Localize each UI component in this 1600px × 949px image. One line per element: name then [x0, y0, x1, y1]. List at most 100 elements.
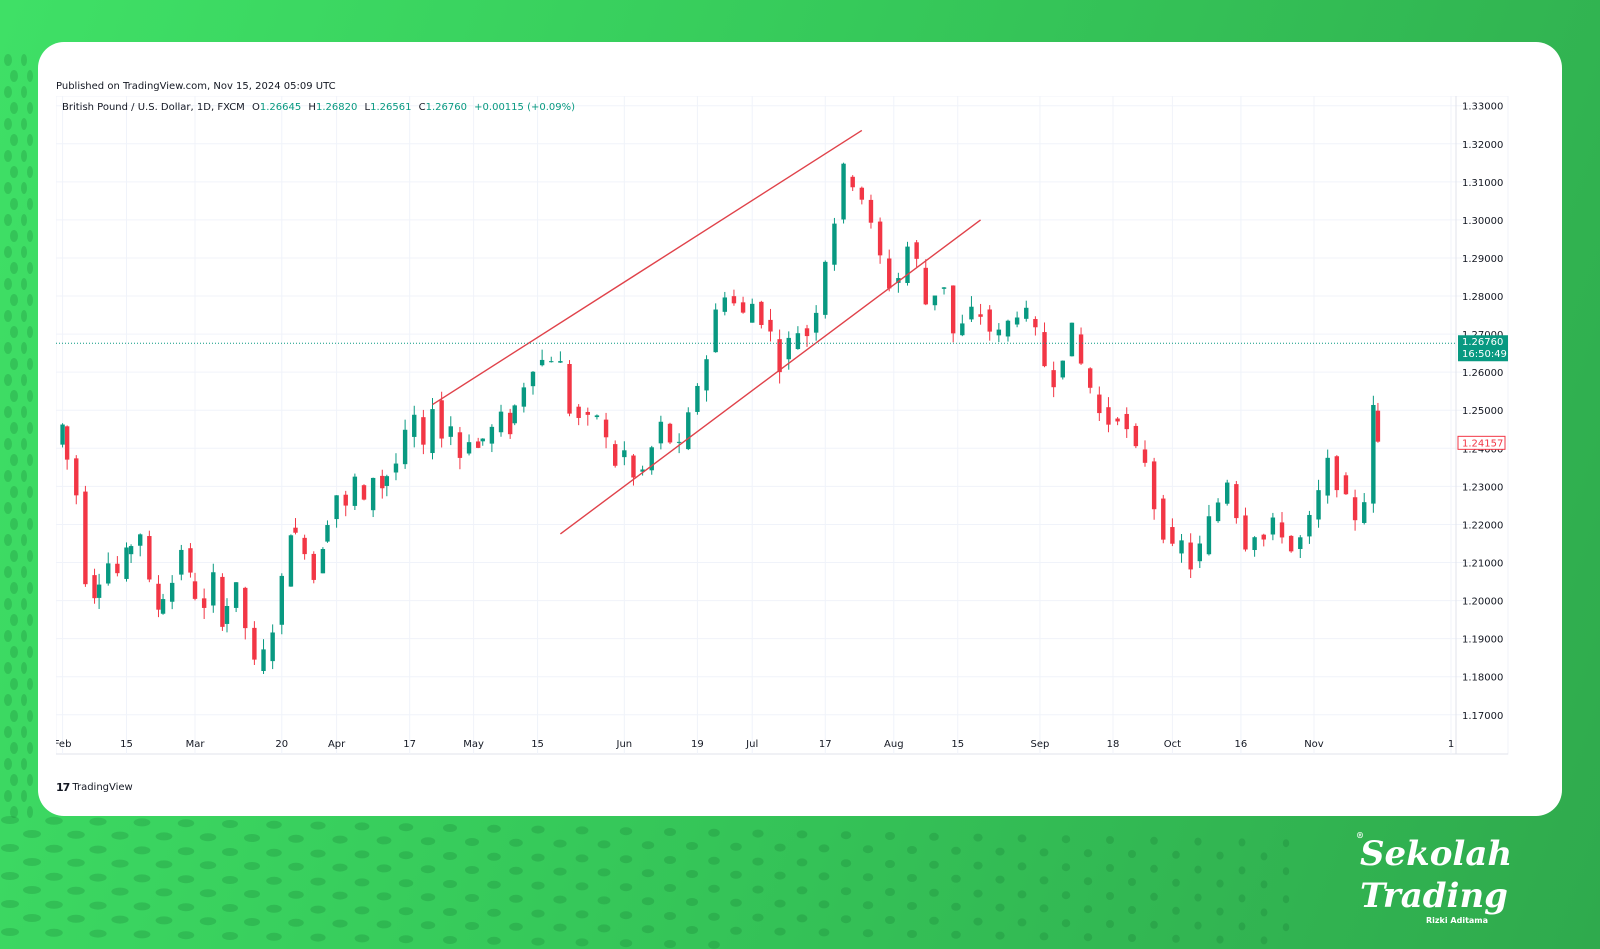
- candle-body[interactable]: [402, 429, 408, 465]
- candle-body[interactable]: [1124, 413, 1129, 430]
- candle-body[interactable]: [1206, 516, 1212, 555]
- candle-body[interactable]: [448, 426, 453, 437]
- candle-body[interactable]: [243, 587, 248, 629]
- candle-body[interactable]: [521, 387, 527, 407]
- candle-body[interactable]: [498, 411, 504, 433]
- candle-body[interactable]: [201, 598, 207, 608]
- candle-body[interactable]: [1097, 394, 1102, 414]
- candle-body[interactable]: [768, 319, 773, 332]
- candle-body[interactable]: [686, 412, 691, 450]
- candle-body[interactable]: [1078, 334, 1084, 364]
- candle-body[interactable]: [613, 444, 618, 466]
- candle-body[interactable]: [147, 536, 152, 580]
- candle-body[interactable]: [507, 412, 513, 435]
- candle-body[interactable]: [1279, 522, 1285, 538]
- candle-body[interactable]: [211, 572, 216, 606]
- candle-body[interactable]: [1316, 490, 1321, 520]
- candle-body[interactable]: [1371, 404, 1376, 504]
- candle-body[interactable]: [302, 537, 307, 555]
- channel-trendline[interactable]: [559, 219, 981, 535]
- candle-body[interactable]: [1060, 360, 1065, 378]
- candle-body[interactable]: [859, 187, 865, 200]
- candle-body[interactable]: [288, 535, 294, 587]
- candle-body[interactable]: [412, 414, 417, 437]
- candle-body[interactable]: [380, 475, 385, 489]
- candle-body[interactable]: [1261, 534, 1266, 540]
- candle-body[interactable]: [115, 563, 120, 574]
- candle-body[interactable]: [124, 547, 129, 579]
- candle-body[interactable]: [1087, 368, 1093, 388]
- candle-body[interactable]: [978, 314, 983, 317]
- candle-body[interactable]: [252, 627, 257, 660]
- candle-body[interactable]: [777, 339, 782, 373]
- candle-body[interactable]: [325, 525, 330, 542]
- candle-body[interactable]: [311, 553, 316, 580]
- candle-body[interactable]: [430, 409, 435, 454]
- candle-body[interactable]: [960, 323, 965, 336]
- candle-body[interactable]: [352, 476, 358, 506]
- candle-body[interactable]: [370, 477, 376, 511]
- candle-body[interactable]: [421, 417, 426, 445]
- candle-body[interactable]: [695, 385, 700, 412]
- candle-body[interactable]: [1234, 484, 1239, 519]
- candle-body[interactable]: [1179, 540, 1184, 554]
- candle-body[interactable]: [631, 455, 636, 478]
- candle-body[interactable]: [905, 246, 910, 283]
- tradingview-logo[interactable]: 17 TradingView: [56, 781, 133, 794]
- candle-body[interactable]: [832, 223, 837, 265]
- candle-body[interactable]: [1151, 461, 1157, 510]
- candle-body[interactable]: [594, 415, 600, 418]
- candle-body[interactable]: [489, 426, 495, 444]
- candle-body[interactable]: [439, 400, 444, 439]
- candle-body[interactable]: [1270, 517, 1276, 535]
- candle-body[interactable]: [320, 549, 326, 574]
- candle-body[interactable]: [576, 406, 581, 418]
- candle-body[interactable]: [887, 258, 892, 289]
- candle-body[interactable]: [1051, 370, 1056, 388]
- candle-body[interactable]: [179, 549, 184, 575]
- candle-body[interactable]: [1334, 456, 1340, 491]
- candle-body[interactable]: [1243, 515, 1248, 550]
- candle-body[interactable]: [786, 337, 791, 360]
- candle-body[interactable]: [923, 267, 928, 305]
- candle-body[interactable]: [1188, 542, 1193, 570]
- candle-body[interactable]: [1014, 317, 1020, 325]
- candle-body[interactable]: [188, 548, 193, 573]
- candle-body[interactable]: [1352, 497, 1358, 521]
- candle-body[interactable]: [1005, 320, 1011, 337]
- candle-body[interactable]: [1197, 543, 1203, 562]
- candle-body[interactable]: [896, 278, 901, 283]
- candle-body[interactable]: [1106, 407, 1111, 425]
- candle-body[interactable]: [704, 359, 709, 391]
- candle-body[interactable]: [1215, 502, 1221, 522]
- candle-body[interactable]: [279, 575, 284, 625]
- candle-body[interactable]: [804, 328, 810, 337]
- candle-body[interactable]: [220, 576, 225, 627]
- candle-body[interactable]: [969, 306, 974, 320]
- price-chart[interactable]: 1.17000 1.18000 1.19000 1.20000 1.21000 1.220…: [56, 96, 1546, 776]
- candle-body[interactable]: [823, 261, 828, 315]
- candle-body[interactable]: [393, 463, 399, 473]
- candle-body[interactable]: [941, 287, 947, 289]
- candle-body[interactable]: [1288, 535, 1294, 552]
- candle-body[interactable]: [224, 606, 230, 624]
- candle-body[interactable]: [530, 371, 536, 387]
- candle-body[interactable]: [96, 584, 102, 598]
- candle-body[interactable]: [1252, 537, 1257, 551]
- candle-body[interactable]: [1343, 475, 1349, 495]
- candle-body[interactable]: [622, 450, 627, 458]
- candle-body[interactable]: [676, 441, 682, 443]
- candle-body[interactable]: [384, 476, 390, 486]
- candle-body[interactable]: [169, 582, 175, 602]
- candle-body[interactable]: [649, 447, 654, 471]
- candle-body[interactable]: [1024, 307, 1029, 319]
- candle-body[interactable]: [603, 419, 609, 438]
- candle-body[interactable]: [233, 582, 239, 608]
- candle-body[interactable]: [1042, 332, 1047, 367]
- candle-body[interactable]: [160, 599, 166, 614]
- candle-body[interactable]: [138, 534, 143, 546]
- candle-body[interactable]: [60, 424, 65, 445]
- candle-body[interactable]: [92, 575, 97, 599]
- candle-body[interactable]: [293, 527, 298, 533]
- candle-body[interactable]: [914, 242, 919, 259]
